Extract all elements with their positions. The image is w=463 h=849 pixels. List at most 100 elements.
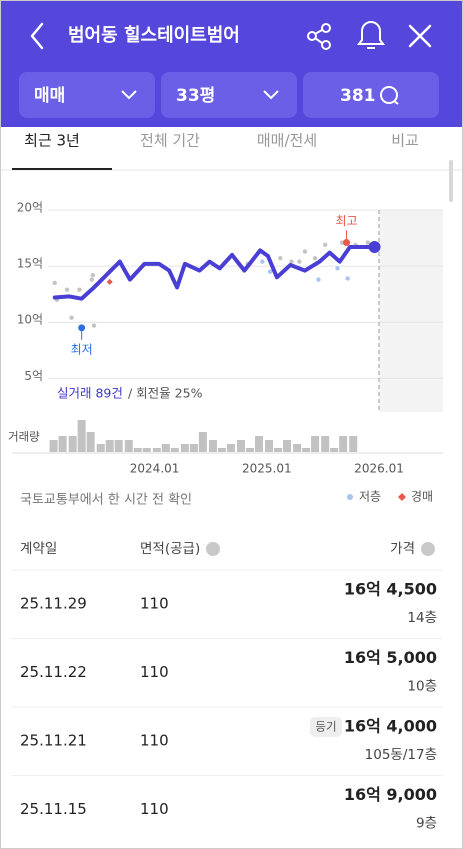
y-tick-label: 5억: [24, 369, 43, 383]
close-button[interactable]: [408, 24, 432, 48]
annotation-point: [78, 324, 86, 332]
volume-bar: [293, 444, 302, 452]
y-tick-label: 10억: [17, 313, 43, 327]
legend-symbol: [347, 494, 353, 500]
volume-label: 거래량: [8, 430, 40, 444]
volume-bar: [311, 436, 320, 452]
page-title: 범어동 힐스테이트범어: [68, 24, 240, 46]
trade-point: [335, 266, 340, 271]
tab: 비교: [391, 132, 419, 150]
floor: 14층: [407, 610, 437, 626]
trade-point: [345, 276, 350, 281]
trade-point: [260, 259, 265, 264]
trade-point: [77, 287, 82, 292]
contract-date: 25.11.22: [20, 663, 87, 681]
trade-point: [289, 259, 294, 264]
volume-bar: [68, 436, 77, 452]
caption-rate: / 회전율 25%: [128, 386, 203, 401]
volume-bar: [254, 436, 263, 452]
column-header: 면적(공급): [140, 541, 200, 557]
volume-bar: [265, 440, 274, 452]
annotation-point: [342, 239, 350, 247]
area: 110: [140, 663, 169, 681]
volume-bar: [198, 432, 207, 452]
volume-bar: [133, 448, 142, 452]
bell-button[interactable]: [357, 21, 385, 49]
volume-bar: [217, 448, 226, 452]
contract-date: 25.11.15: [20, 800, 87, 818]
x-tick-label: 2024.01: [130, 462, 180, 476]
filter-label: 매매: [34, 86, 65, 106]
trade-point: [302, 249, 308, 254]
volume-bar: [245, 448, 254, 452]
caption-count: 실거래 89건: [57, 386, 123, 401]
share-button[interactable]: [307, 23, 331, 50]
x-tick-label: 2025.01: [242, 462, 292, 476]
price: 16억 5,000: [344, 648, 437, 667]
legend-label: 경매: [411, 490, 433, 504]
filter-button[interactable]: [19, 72, 155, 118]
filter-button[interactable]: [161, 72, 297, 118]
source-note: 국토교통부에서 한 시간 전 확인: [20, 493, 192, 508]
volume-bar: [349, 436, 358, 452]
tab: 최근 3년: [24, 132, 80, 150]
trade-point: [312, 256, 318, 261]
volume-bar: [142, 448, 151, 452]
help-icon[interactable]: [421, 542, 435, 556]
forecast-area: [379, 210, 443, 412]
trade-point: [297, 259, 302, 264]
area: 110: [140, 800, 169, 818]
dropdown-icon: [263, 90, 279, 100]
scrollbar: [449, 160, 453, 202]
volume-bar: [124, 440, 133, 452]
trade-point: [267, 269, 273, 274]
legend-label: 저층: [359, 490, 381, 504]
tab: 매매/전세: [257, 132, 317, 150]
x-tick-label: 2026.01: [354, 462, 404, 476]
tag: 등기: [315, 720, 336, 734]
trade-point: [339, 240, 345, 245]
floor: 9층: [416, 816, 437, 832]
volume-bar: [321, 436, 330, 452]
volume-bar: [208, 440, 217, 452]
trade-point: [91, 323, 97, 328]
trade-point: [322, 242, 328, 247]
contract-date: 25.11.29: [20, 595, 87, 613]
price-line: [52, 245, 377, 301]
auction-point: [106, 278, 113, 285]
trade-point: [69, 315, 74, 320]
back-button[interactable]: [30, 22, 44, 50]
filter-label: 33평: [176, 86, 215, 106]
volume-bar: [161, 444, 170, 452]
area: 110: [140, 595, 169, 613]
price: 16억 4,000: [344, 717, 437, 736]
price: 16억 9,000: [344, 785, 437, 804]
trade-point: [278, 256, 283, 261]
dropdown-icon: [121, 90, 137, 100]
volume-bar: [105, 440, 114, 452]
volume-bar: [152, 448, 161, 452]
volume-bar: [86, 432, 95, 452]
volume-bar: [77, 420, 86, 452]
volume-bar: [330, 448, 339, 452]
annotation-label: 최저: [71, 342, 93, 356]
area: 110: [140, 732, 169, 750]
floor: 10층: [407, 679, 437, 695]
volume-bar: [96, 444, 105, 452]
annotation-label: 최고: [335, 214, 357, 228]
volume-bar: [339, 436, 348, 452]
help-icon[interactable]: [206, 542, 220, 556]
contract-date: 25.11.21: [20, 732, 87, 750]
volume-bar: [114, 440, 123, 452]
volume-bar: [237, 440, 246, 452]
volume-bar: [302, 448, 311, 452]
trade-point: [365, 240, 371, 245]
trade-point: [52, 280, 57, 286]
volume-bar: [274, 448, 283, 452]
filter-button[interactable]: [303, 72, 439, 118]
filter-label: 381: [340, 86, 376, 106]
volume-bar: [189, 444, 198, 452]
tab: 전체 기간: [140, 132, 200, 150]
latest-point: [368, 241, 381, 254]
